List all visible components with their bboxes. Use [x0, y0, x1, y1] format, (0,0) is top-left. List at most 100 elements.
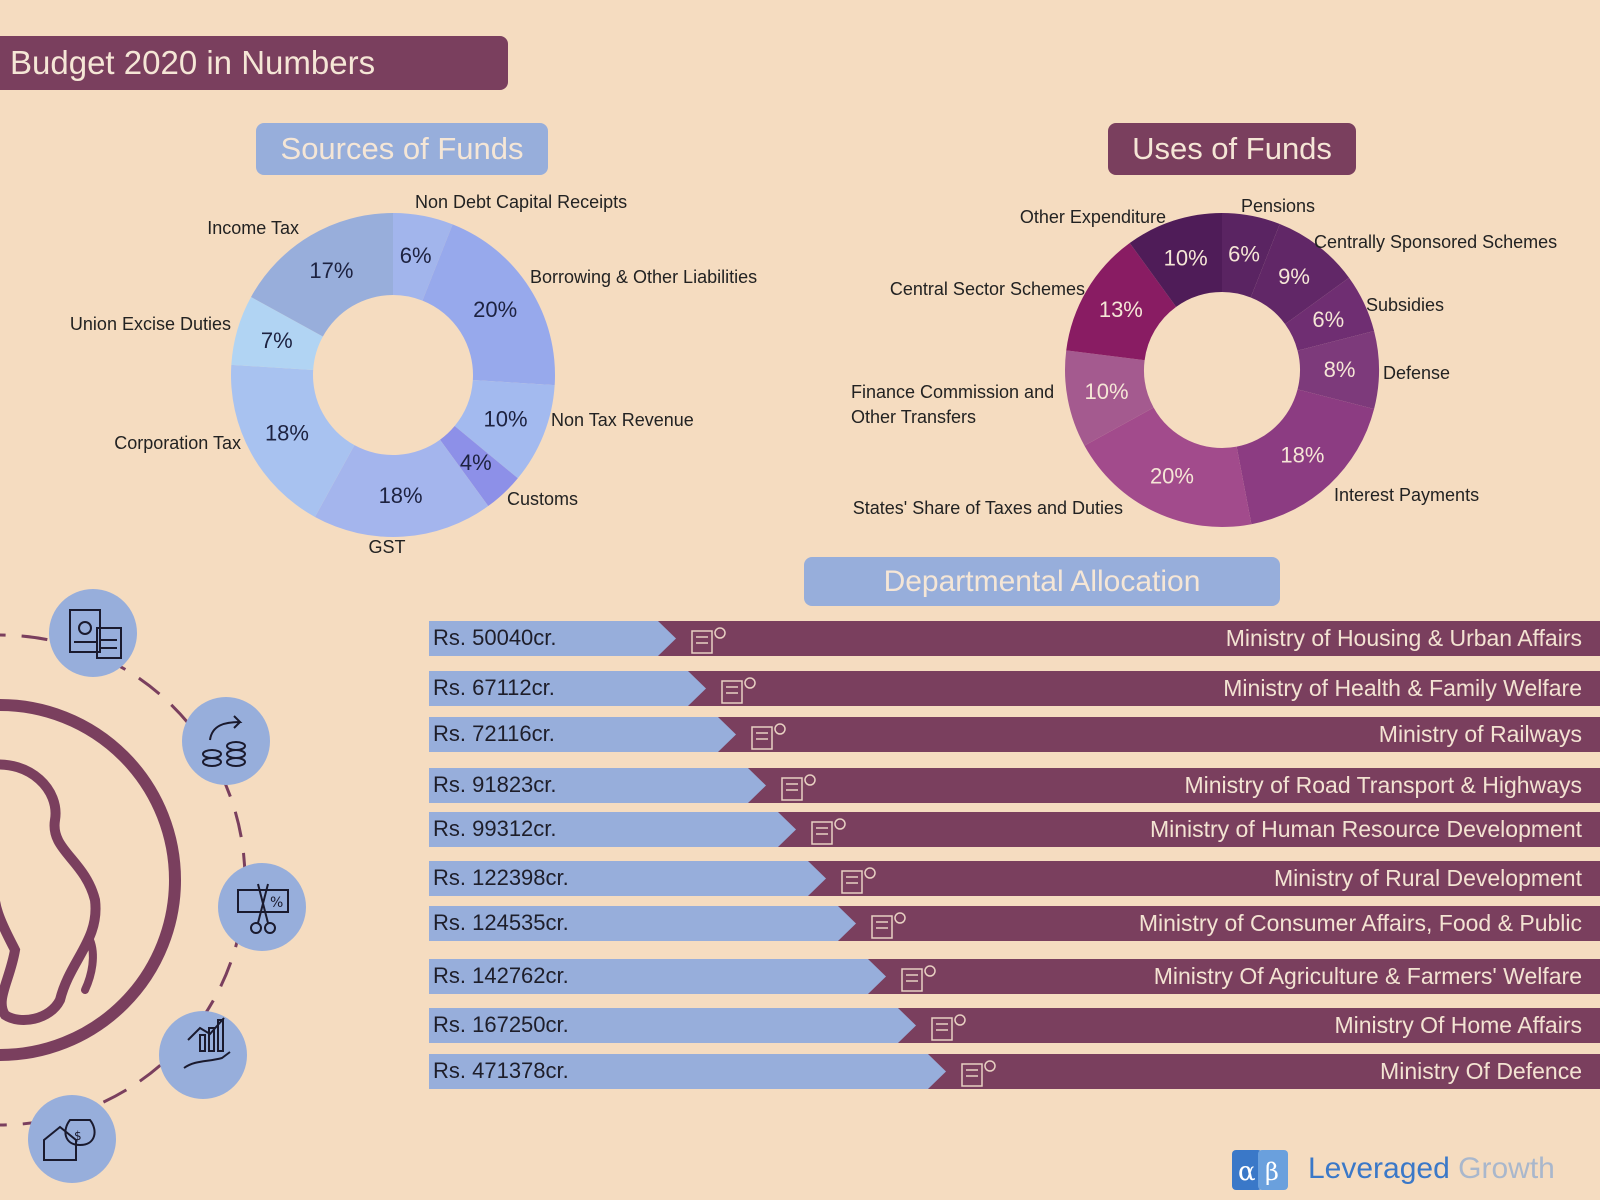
slice-label-central-sector-schemes: Central Sector Schemes: [890, 279, 1085, 299]
slice-value-non-debt-capital-receipts: 6%: [400, 243, 432, 268]
bar-row-ministry-of-home-affairs: Rs. 167250cr. Ministry Of Home Affairs: [429, 1008, 1600, 1043]
bar-row-ministry-of-consumer-affairs-food-public: Rs. 124535cr. Ministry of Consumer Affair…: [429, 906, 1600, 941]
slice-interest-payments: [1236, 389, 1375, 525]
bar-row-ministry-of-railways: Rs. 72116cr. Ministry of Railways: [429, 717, 1600, 752]
slice-finance-commission-and-other-transfers: [1065, 350, 1154, 446]
slice-value-corporation-tax: 18%: [265, 420, 309, 445]
bar-amount-segment: [429, 1008, 916, 1043]
bar-category-label: Ministry of Consumer Affairs, Food & Pub…: [1139, 910, 1582, 936]
slice-value-union-excise-duties: 7%: [261, 328, 293, 353]
bar-value-label: Rs. 50040cr.: [433, 625, 557, 650]
bar-row-ministry-of-human-resource-development: Rs. 99312cr. Ministry of Human Resource D…: [429, 812, 1600, 847]
bar-category-label: Ministry Of Home Affairs: [1334, 1012, 1582, 1038]
bar-category-label: Ministry Of Defence: [1380, 1058, 1582, 1084]
slice-value-gst: 18%: [379, 483, 423, 508]
bar-row-ministry-of-rural-development: Rs. 122398cr. Ministry of Rural Developme…: [429, 861, 1600, 896]
bar-category-label: Ministry of Road Transport & Highways: [1184, 772, 1582, 798]
bar-category-label: Ministry of Housing & Urban Affairs: [1226, 625, 1582, 651]
bar-row-ministry-of-agriculture-farmers-welfare: Rs. 142762cr. Ministry Of Agriculture & F…: [429, 959, 1600, 994]
svg-text:α: α: [1238, 1157, 1256, 1187]
bar-row-ministry-of-housing-urban-affairs: Rs. 50040cr. Ministry of Housing & Urban …: [429, 621, 1600, 656]
tax-cut-icon: %: [218, 863, 306, 951]
slice-pensions: [1222, 213, 1280, 298]
island-shape: [81, 936, 97, 994]
bar-category-label: Ministry of Rural Development: [1274, 865, 1583, 891]
slice-value-central-sector-schemes: 13%: [1099, 297, 1143, 322]
slice-label-pensions: Pensions: [1241, 196, 1315, 216]
slice-value-borrowing-other-liabilities: 20%: [473, 297, 517, 322]
bar-amount-segment: [429, 717, 736, 752]
bar-amount-segment: [429, 906, 856, 941]
money-bag-house-icon: $: [28, 1095, 116, 1183]
slice-value-defense: 8%: [1324, 357, 1356, 382]
coins-growth-icon: [182, 697, 270, 785]
slice-value-centrally-sponsored-schemes: 9%: [1278, 264, 1310, 289]
slice-value-pensions: 6%: [1228, 242, 1260, 267]
slice-non-debt-capital-receipts: [393, 213, 453, 301]
slice-gst: [314, 439, 489, 537]
brand-name-part2: Growth: [1458, 1152, 1555, 1185]
bar-amount-segment: [429, 959, 886, 994]
bar-category-label: Ministry Of Agriculture & Farmers' Welfa…: [1154, 963, 1582, 989]
hand-growth-icon: [159, 1011, 247, 1099]
bar-amount-segment: [429, 812, 796, 847]
train-icon: [751, 723, 786, 750]
svg-text:β: β: [1265, 1158, 1279, 1186]
bar-category-label: Ministry of Health & Family Welfare: [1223, 675, 1582, 701]
svg-text:$: $: [74, 1129, 82, 1143]
alpha-beta-logo-icon: α β: [1232, 1150, 1288, 1190]
uses-donut-chart: 6%9%6%8%18%20%10%13%10%: [1065, 213, 1380, 527]
bar-amount-segment: [429, 621, 676, 656]
bar-value-label: Rs. 471378cr.: [433, 1058, 569, 1083]
slice-label-borrowing-other-liabilities: Borrowing & Other Liabilities: [530, 267, 757, 287]
slice-union-excise-duties: [231, 296, 323, 370]
decor-graphic: % $: [0, 589, 306, 1183]
slice-label-centrally-sponsored-schemes: Centrally Sponsored Schemes: [1314, 232, 1557, 252]
farm-icon: [841, 867, 876, 894]
slice-label-customs: Customs: [507, 489, 578, 509]
bar-value-label: Rs. 99312cr.: [433, 816, 557, 841]
slice-subsidies: [1285, 277, 1375, 351]
bar-amount-segment: [429, 1054, 946, 1089]
bar-category-label: Ministry of Human Resource Development: [1150, 816, 1583, 842]
bar-value-label: Rs. 124535cr.: [433, 910, 569, 935]
uses-labels: Pensions Centrally Sponsored Schemes Subsi…: [851, 196, 1557, 518]
slice-central-sector-schemes: [1066, 242, 1177, 361]
crowd-icon: [931, 1014, 966, 1041]
slice-label-non-debt-capital-receipts: Non Debt Capital Receipts: [415, 192, 627, 212]
farmer-icon: [901, 965, 936, 992]
bar-amount-segment: [429, 861, 826, 896]
slice-label-subsidies: Subsidies: [1366, 295, 1444, 315]
slice-value-interest-payments: 18%: [1280, 443, 1324, 468]
building-icon: [691, 627, 726, 654]
departments-heading: Departmental Allocation: [804, 557, 1280, 606]
bar-value-label: Rs. 67112cr.: [433, 675, 555, 700]
slice-label-gst: GST: [368, 537, 405, 557]
department-bars: Rs. 50040cr. Ministry of Housing & Urban …: [429, 621, 1600, 1089]
page-title: Budget 2020 in Numbers: [10, 44, 376, 81]
globe-ring: [0, 699, 181, 1061]
slice-label-finance-commission-and-other-transfers: Finance Commission and Other Transfers: [851, 382, 1054, 427]
bar-amount-segment: [429, 671, 706, 706]
slice-value-finance-commission-and-other-transfers: 10%: [1085, 379, 1129, 404]
soldier-icon: [961, 1060, 996, 1087]
slice-centrally-sponsored-schemes: [1250, 224, 1350, 325]
slice-label-defense: Defense: [1383, 363, 1450, 383]
title-banner: Budget 2020 in Numbers: [0, 36, 508, 90]
slice-states-share-of-taxes-and-duties: [1084, 407, 1252, 527]
slice-other-expenditure: [1129, 213, 1222, 307]
svg-text:%: %: [270, 895, 283, 911]
slice-customs: [440, 425, 518, 507]
slice-defense: [1297, 330, 1380, 410]
sources-donut-chart: 6% 20% 10% 4% 18% 18% 7% 17%: [230, 213, 555, 537]
road-icon: [781, 774, 816, 801]
slice-borrowing-other-liabilities: [422, 224, 555, 386]
bar-value-label: Rs. 72116cr.: [433, 721, 555, 746]
shopping-icon: [871, 912, 906, 939]
slice-label-other-expenditure: Other Expenditure: [1020, 207, 1166, 227]
slice-label-union-excise-duties: Union Excise Duties: [70, 314, 231, 334]
brand-name-part1: Leveraged: [1308, 1152, 1450, 1185]
slice-value-customs: 4%: [460, 450, 492, 475]
uses-heading: Uses of Funds: [1108, 123, 1356, 175]
